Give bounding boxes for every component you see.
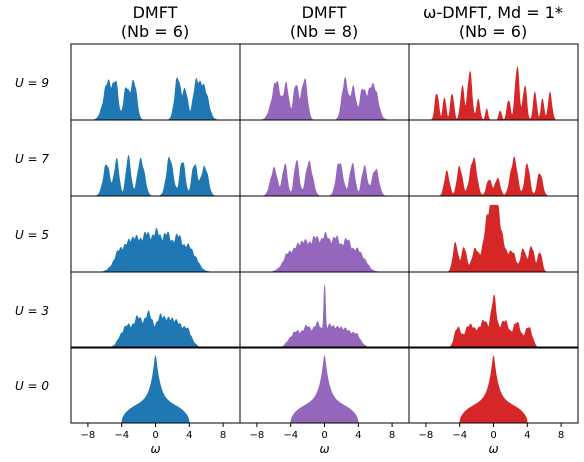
spectral-area-U5-col1 [71,227,240,273]
row-labels: U = 9 U = 7 U = 5 U = 3 U = 0 [15,76,49,393]
spectral-area-U3-col2 [240,284,409,349]
x-tick-label: −8 [250,430,265,441]
spectral-area-U3-col1 [71,310,240,349]
spectral-area-U9-col2 [240,76,409,121]
panel-U0-col3 [408,346,579,424]
panel-frame [408,119,579,197]
row-label: U = 0 [15,379,49,393]
x-tick-label: −4 [452,430,467,441]
column-title-1-line1: DMFT [133,3,178,22]
x-tick-label: 4 [186,430,192,441]
panels [70,43,579,424]
column-titles: DMFT (Nb = 6) DMFT (Nb = 8) ω-DMFT, Md =… [121,3,563,41]
spectral-area-U0-col3 [409,355,578,424]
panel-frame [70,43,241,121]
panel-U9-col3 [408,43,579,121]
x-tick-label: −4 [114,430,129,441]
x-tick-label: 8 [389,430,395,441]
x-tick-label: −8 [81,430,96,441]
column-title-1-line2: (Nb = 6) [121,22,189,41]
x-tick-label: −4 [283,430,298,441]
column-title-3-line1: ω-DMFT, Md = 1* [423,3,563,22]
x-tick-label: 0 [321,430,327,441]
x-axis-label: ω [150,442,160,456]
x-tick-label: −8 [419,430,434,441]
panel-U5-col2 [239,195,410,273]
x-tick-label: 0 [152,430,158,441]
spectral-area-U7-col3 [409,156,578,197]
panel-frame [408,271,579,349]
spectral-area-U9-col1 [71,77,240,121]
x-axis-label: ω [488,442,498,456]
row-label: U = 7 [15,152,49,166]
panel-frame [239,119,410,197]
spectral-area-U0-col1 [71,355,240,424]
column-title-2-line2: (Nb = 8) [290,22,358,41]
panel-U9-col1 [70,43,241,121]
x-tick-label: 8 [220,430,226,441]
panel-frame [239,43,410,121]
spectral-area-U5-col2 [240,231,409,273]
spectral-area-U5-col3 [409,204,578,273]
panel-U3-col3 [408,271,579,349]
panel-U9-col2 [239,43,410,121]
column-title-3-line2: (Nb = 6) [459,22,527,41]
panel-U3-col1 [70,271,241,349]
column-title-2-line1: DMFT [302,3,347,22]
row-label: U = 9 [15,76,49,90]
x-axis-label: ω [319,442,329,456]
panel-frame [70,119,241,197]
spectral-area-U3-col3 [409,294,578,349]
panel-U5-col1 [70,195,241,273]
spectral-area-U0-col2 [240,355,409,424]
panel-U7-col2 [239,119,410,197]
x-tick-label: 4 [524,430,530,441]
x-axes: −8 −4 0 4 8 ω −8 −4 0 4 8 ω −8 −4 0 4 8 ω [81,423,564,456]
panel-U0-col2 [239,346,410,424]
row-label: U = 5 [15,228,49,242]
x-tick-label: 8 [558,430,564,441]
panel-U0-col1 [70,346,241,424]
spectral-area-U9-col3 [409,66,578,121]
panel-U7-col1 [70,119,241,197]
panel-U7-col3 [408,119,579,197]
panel-U3-col2 [239,271,410,349]
x-tick-label: 4 [355,430,361,441]
panel-U5-col3 [408,195,579,273]
x-tick-label: 0 [490,430,496,441]
row-label: U = 3 [15,304,49,318]
spectral-area-U7-col2 [240,159,409,197]
spectral-area-U7-col1 [71,154,240,197]
